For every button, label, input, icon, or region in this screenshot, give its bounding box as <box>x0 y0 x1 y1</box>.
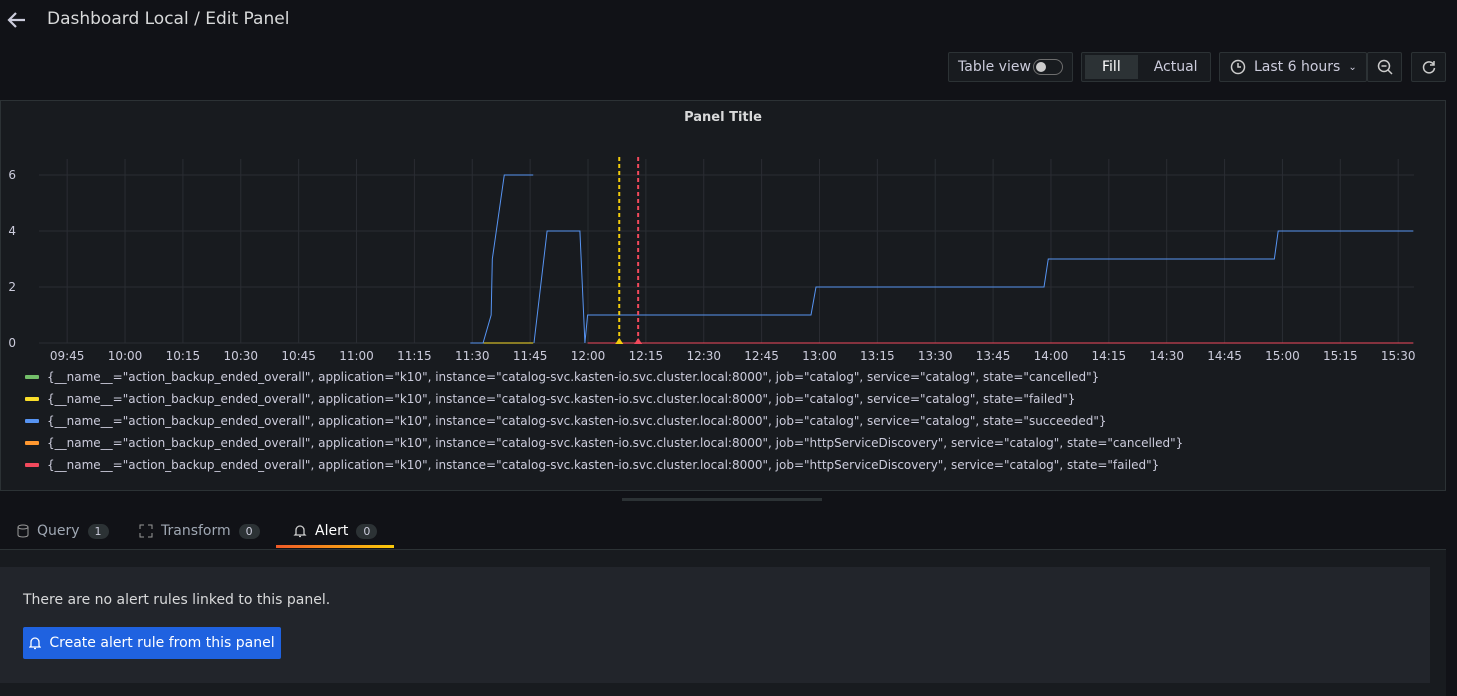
x-tick-label: 11:45 <box>513 349 548 363</box>
x-tick-label: 10:45 <box>281 349 316 363</box>
page-title: Dashboard Local / Edit Panel <box>47 9 290 29</box>
y-tick-label: 2 <box>8 280 16 294</box>
create-alert-button[interactable]: Create alert rule from this panel <box>23 627 281 659</box>
legend-swatch <box>25 375 39 379</box>
x-tick-label: 14:30 <box>1149 349 1184 363</box>
y-tick-label: 6 <box>8 168 16 182</box>
legend-label: {__name__="action_backup_ended_overall",… <box>47 414 1107 428</box>
chart: Panel Title 0 2 4 6 09:45 10:00 10:15 10:30 10:45… <box>8 110 1416 472</box>
x-tick-label: 11:00 <box>339 349 374 363</box>
annotation-marker <box>634 338 643 344</box>
legend-swatch <box>25 419 39 423</box>
x-tick-label: 12:15 <box>629 349 664 363</box>
time-range: Last 6 hours <box>1254 59 1341 75</box>
series-line <box>470 174 1414 344</box>
tab-label: Transform <box>161 523 231 539</box>
x-tick-label: 13:00 <box>802 349 837 363</box>
y-tick-label: 4 <box>8 224 16 238</box>
switch <box>1033 59 1063 75</box>
x-tick-label: 11:15 <box>397 349 432 363</box>
transform-tab[interactable]: Transform 0 <box>139 520 260 542</box>
legend-swatch <box>25 441 39 445</box>
x-tick-label: 10:15 <box>166 349 201 363</box>
x-tick-label: 12:45 <box>744 349 779 363</box>
tab-count: 0 <box>238 523 260 539</box>
x-tick-label: 11:30 <box>455 349 490 363</box>
fill-actual-group: Fill Actual <box>1081 52 1211 82</box>
splitter[interactable] <box>622 498 822 501</box>
x-tick-label: 09:45 <box>50 349 85 363</box>
tab-count: 0 <box>356 523 378 539</box>
legend-label: {__name__="action_backup_ended_overall",… <box>47 458 1159 472</box>
x-tick-label: 13:30 <box>918 349 953 363</box>
x-tick-label: 15:00 <box>1265 349 1300 363</box>
legend-swatch <box>25 397 39 401</box>
tab-label: Alert <box>315 523 349 539</box>
actual-option[interactable]: Actual <box>1153 59 1198 75</box>
x-tick-label: 13:45 <box>976 349 1011 363</box>
time-picker[interactable]: Last 6 hours ⌄ <box>1219 52 1367 82</box>
table-view-label: Table view <box>958 59 1031 75</box>
alert-tab[interactable]: Alert 0 <box>293 520 378 542</box>
alert-box <box>0 567 1430 683</box>
legend-label: {__name__="action_backup_ended_overall",… <box>47 370 1099 384</box>
tab-label: Query <box>37 523 80 539</box>
alert-message: There are no alert rules linked to this … <box>23 592 331 608</box>
clock-icon <box>1230 59 1246 75</box>
active-tab-indicator <box>276 545 394 548</box>
zoom-out[interactable] <box>1367 52 1402 82</box>
x-tick-label: 12:00 <box>571 349 606 363</box>
legend-label: {__name__="action_backup_ended_overall",… <box>47 392 1075 406</box>
x-tick-label: 14:45 <box>1207 349 1242 363</box>
legend-label: {__name__="action_backup_ended_overall",… <box>47 436 1183 450</box>
tab-count: 1 <box>87 523 109 539</box>
refresh[interactable] <box>1411 52 1446 82</box>
x-tick-label: 10:00 <box>108 349 143 363</box>
legend-swatch <box>25 463 39 467</box>
back-arrow[interactable] <box>6 9 28 31</box>
x-tick-label: 13:15 <box>860 349 895 363</box>
fill-option[interactable]: Fill <box>1085 55 1138 79</box>
x-tick-label: 15:15 <box>1323 349 1358 363</box>
query-tab[interactable]: Query 1 <box>17 520 109 542</box>
x-tick-label: 10:30 <box>223 349 258 363</box>
x-tick-label: 14:00 <box>1034 349 1069 363</box>
table-view-toggle[interactable]: Table view <box>948 52 1073 82</box>
panel: Panel Title 0 2 4 6 09:45 10:00 10:15 10:30 10:45… <box>0 100 1446 491</box>
x-tick-label: 12:30 <box>686 349 721 363</box>
x-tick-label: 15:30 <box>1381 349 1416 363</box>
x-tick-label: 14:15 <box>1092 349 1127 363</box>
button-label: Create alert rule from this panel <box>49 635 275 651</box>
annotation-marker <box>615 338 624 344</box>
y-tick-label: 0 <box>8 336 16 350</box>
panel-title: Panel Title <box>684 110 762 125</box>
